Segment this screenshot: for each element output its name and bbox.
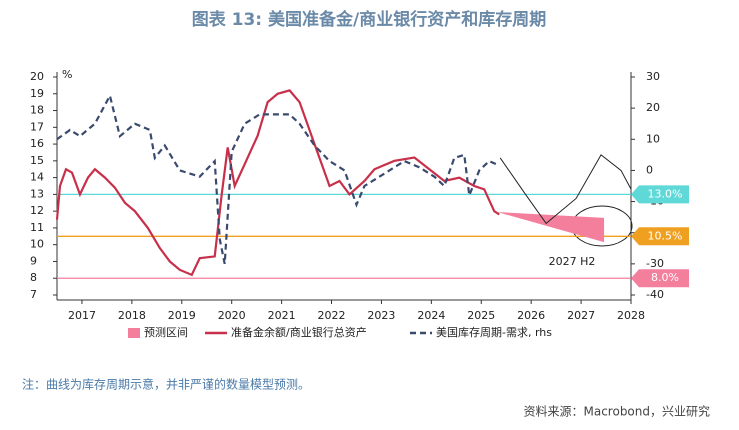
x-tick-label: 2018 [118,309,146,322]
chart-title: 图表 13: 美国准备金/商业银行资产和库存周期 [192,9,547,30]
series-line [56,92,497,265]
legend-label: 美国库存周期-需求, rhs [436,325,552,339]
x-tick-label: 2027 [567,309,595,322]
x-tick-label: 2025 [467,309,495,322]
legend-label: 准备金余额/商业银行总资产 [231,325,367,339]
x-tick-label: 2026 [517,309,545,322]
x-tick-label: 2019 [168,309,196,322]
y2-tick-label: 0 [646,163,653,176]
series-line [55,89,500,277]
reference-tag [631,185,689,204]
annotation: 2027 H2 [549,255,596,268]
y-tick-label: 17 [30,120,44,133]
source: 资料来源：Macrobond，兴业研究 [524,404,711,419]
y2-tick-label: 30 [646,70,660,83]
y-tick-label: 14 [30,171,44,184]
x-tick-label: 2020 [218,309,246,322]
legend-label: 预测区间 [144,326,188,339]
y2-tick-label: 10 [646,132,660,145]
y-tick-label: 20 [30,70,44,83]
y-tick-label: 9 [30,254,37,267]
reference-label: 10.5% [648,229,683,242]
y-tick-label: 13 [30,187,44,200]
y-tick-label: 8 [30,271,37,284]
reference-tag [631,269,689,288]
legend-swatch [128,328,140,338]
reference-tag [631,227,689,246]
y-tick-label: 18 [30,104,44,117]
y2-tick-label: 20 [646,101,660,114]
y-tick-label: 19 [30,87,44,100]
forecast-band [497,211,605,243]
note: 注：曲线为库存周期示意，并非严谨的数量模型预测。 [22,377,310,392]
reference-label: 8.0% [651,271,679,284]
y-tick-label: 16 [30,137,44,150]
reference-label: 13.0% [648,187,683,200]
y-tick-label: 7 [30,288,37,301]
x-tick-label: 2024 [417,309,445,322]
x-tick-label: 2017 [68,309,96,322]
schematic-curve [499,154,632,225]
y-tick-label: 10 [30,238,44,251]
y-unit: % [62,68,72,81]
y2-tick-label: -40 [646,288,664,301]
y-tick-label: 12 [30,204,44,217]
x-tick-label: 2028 [617,309,645,322]
x-tick-label: 2023 [367,309,395,322]
x-tick-label: 2021 [268,309,296,322]
y-tick-label: 15 [30,154,44,167]
y2-tick-label: -30 [646,257,664,270]
y-tick-label: 11 [30,221,44,234]
x-tick-label: 2022 [318,309,346,322]
